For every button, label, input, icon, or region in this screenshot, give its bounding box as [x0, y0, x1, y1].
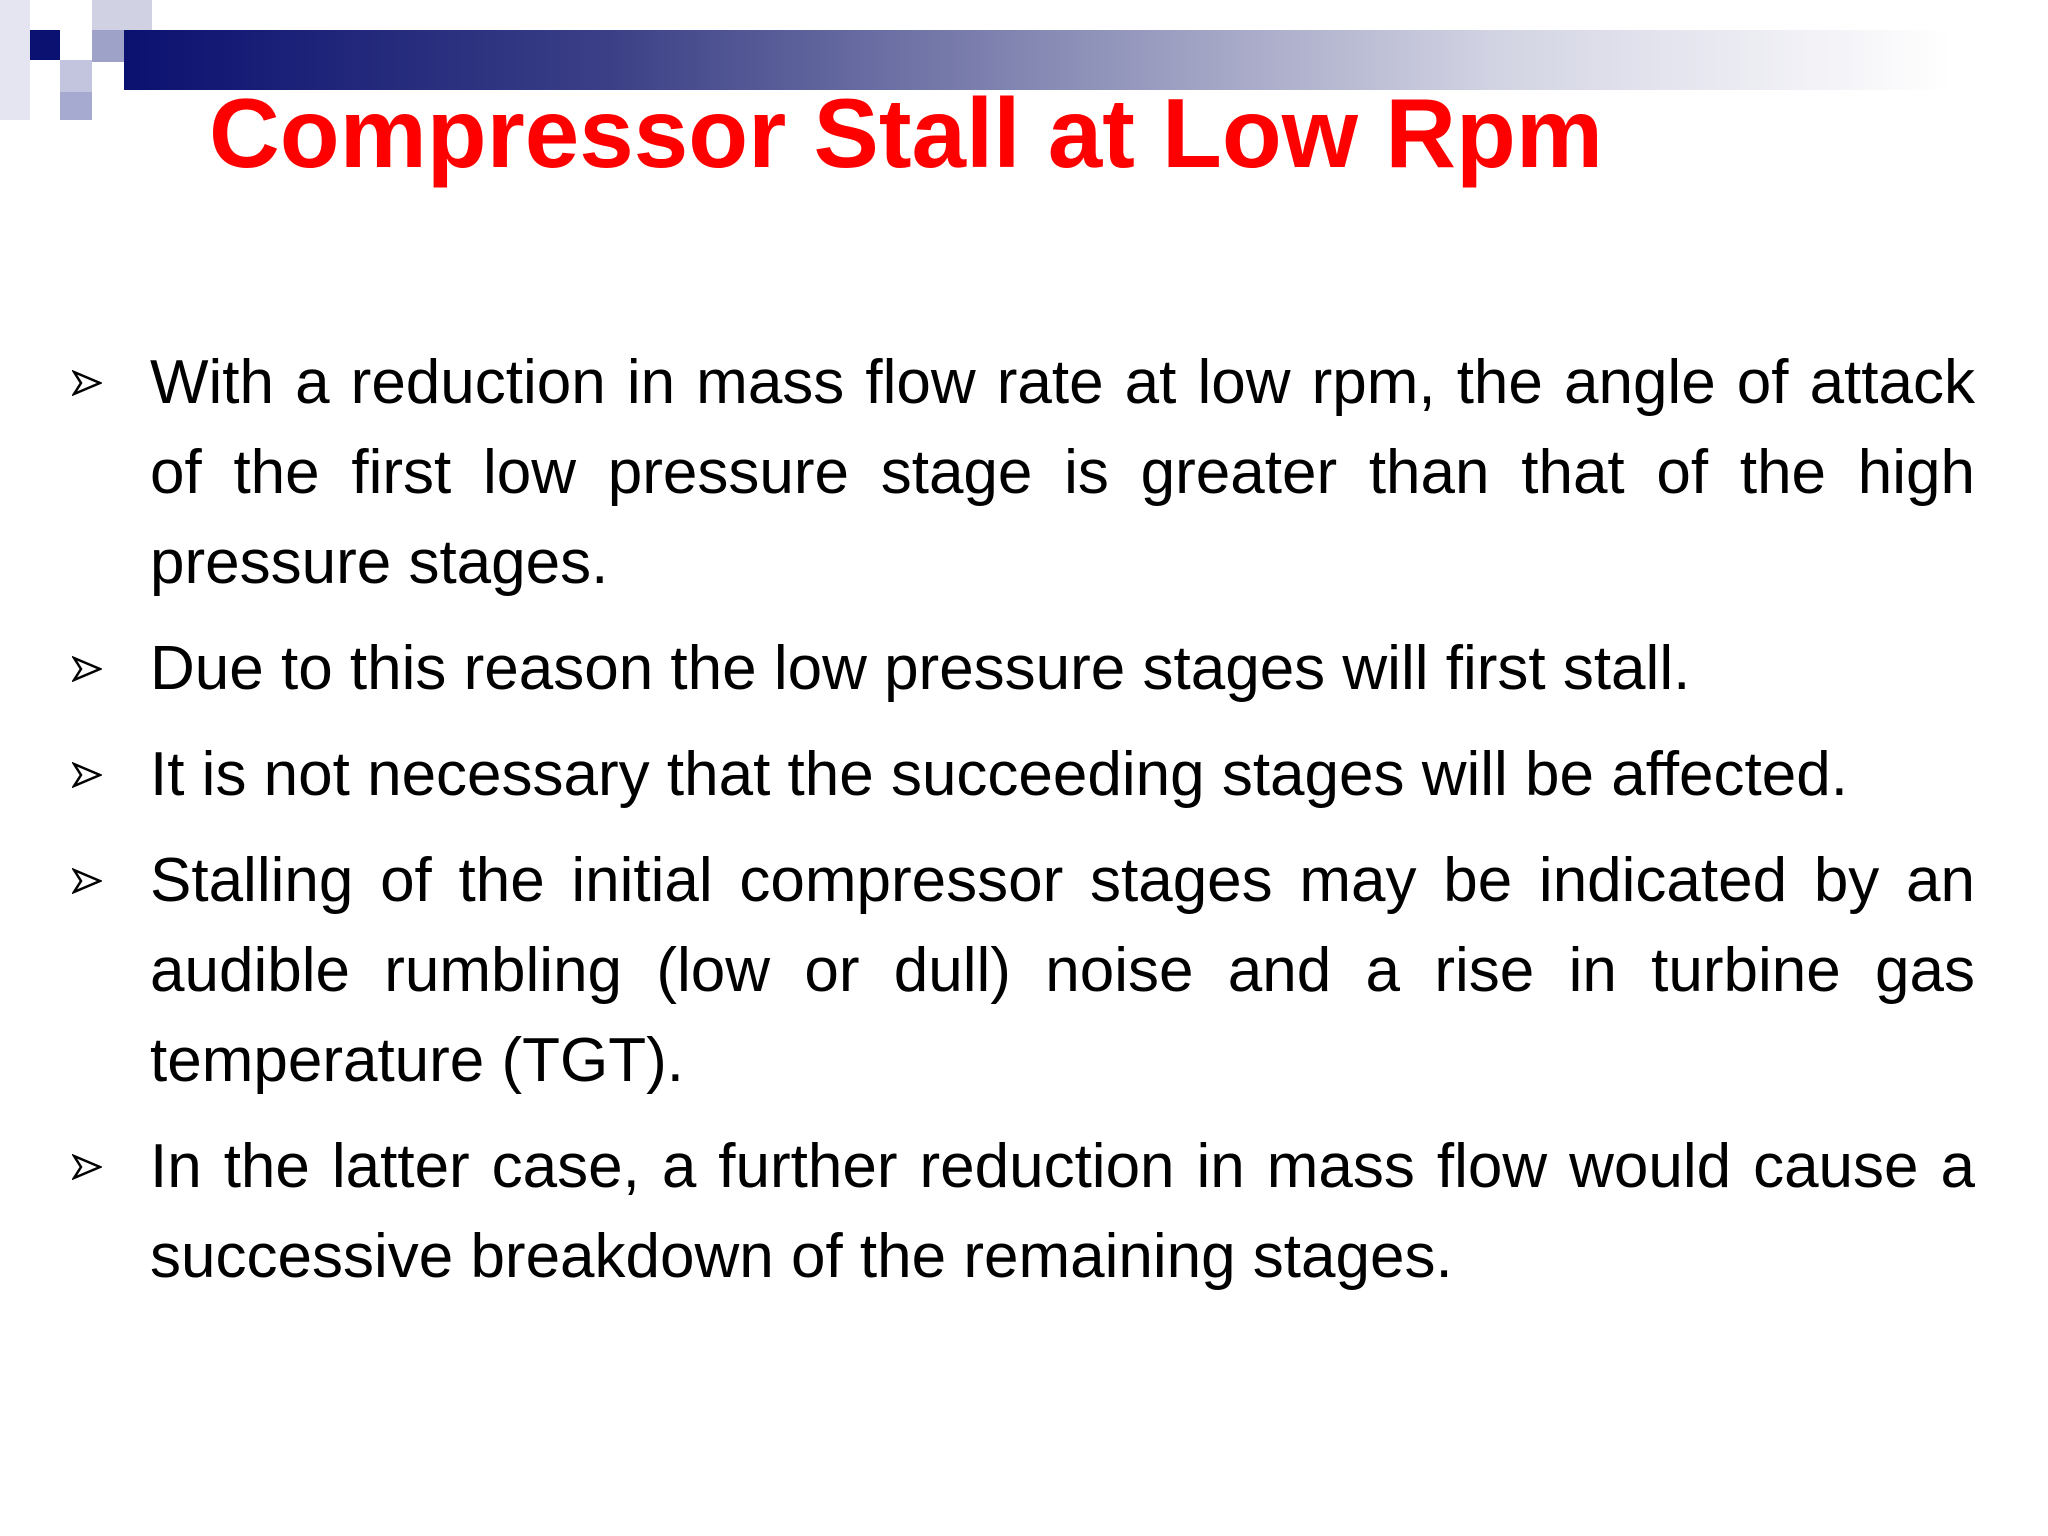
decor-square: [0, 0, 30, 120]
bullet-text: In the latter case, a further reduction …: [150, 1132, 1975, 1291]
bullet-text: With a reduction in mass flow rate at lo…: [150, 348, 1975, 597]
bullet-arrow: [72, 1154, 102, 1180]
bullet-arrow: [72, 762, 102, 788]
bullet-arrow: [72, 656, 102, 682]
bullet-arrow: [72, 868, 102, 894]
decor-square: [92, 30, 124, 62]
bullet-item: Stalling of the initial compressor stage…: [72, 836, 1975, 1106]
bullet-item: Due to this reason the low pressure stag…: [72, 624, 1975, 714]
decor-square: [60, 60, 92, 92]
slide-title: Compressor Stall at Low Rpm: [209, 78, 1604, 188]
bullet-text: It is not necessary that the succeeding …: [150, 740, 1848, 809]
bullet-arrow: [72, 370, 102, 396]
bullet-item: In the latter case, a further reduction …: [72, 1122, 1975, 1302]
bullet-text: Due to this reason the low pressure stag…: [150, 634, 1691, 703]
bullet-list: With a reduction in mass flow rate at lo…: [72, 338, 1975, 1318]
decor-square: [60, 92, 92, 120]
bullet-item: It is not necessary that the succeeding …: [72, 730, 1975, 820]
bullet-item: With a reduction in mass flow rate at lo…: [72, 338, 1975, 608]
bullet-text: Stalling of the initial compressor stage…: [150, 846, 1975, 1095]
header-bar: [124, 30, 2048, 90]
decor-square: [92, 0, 152, 30]
decor-square: [30, 30, 60, 60]
